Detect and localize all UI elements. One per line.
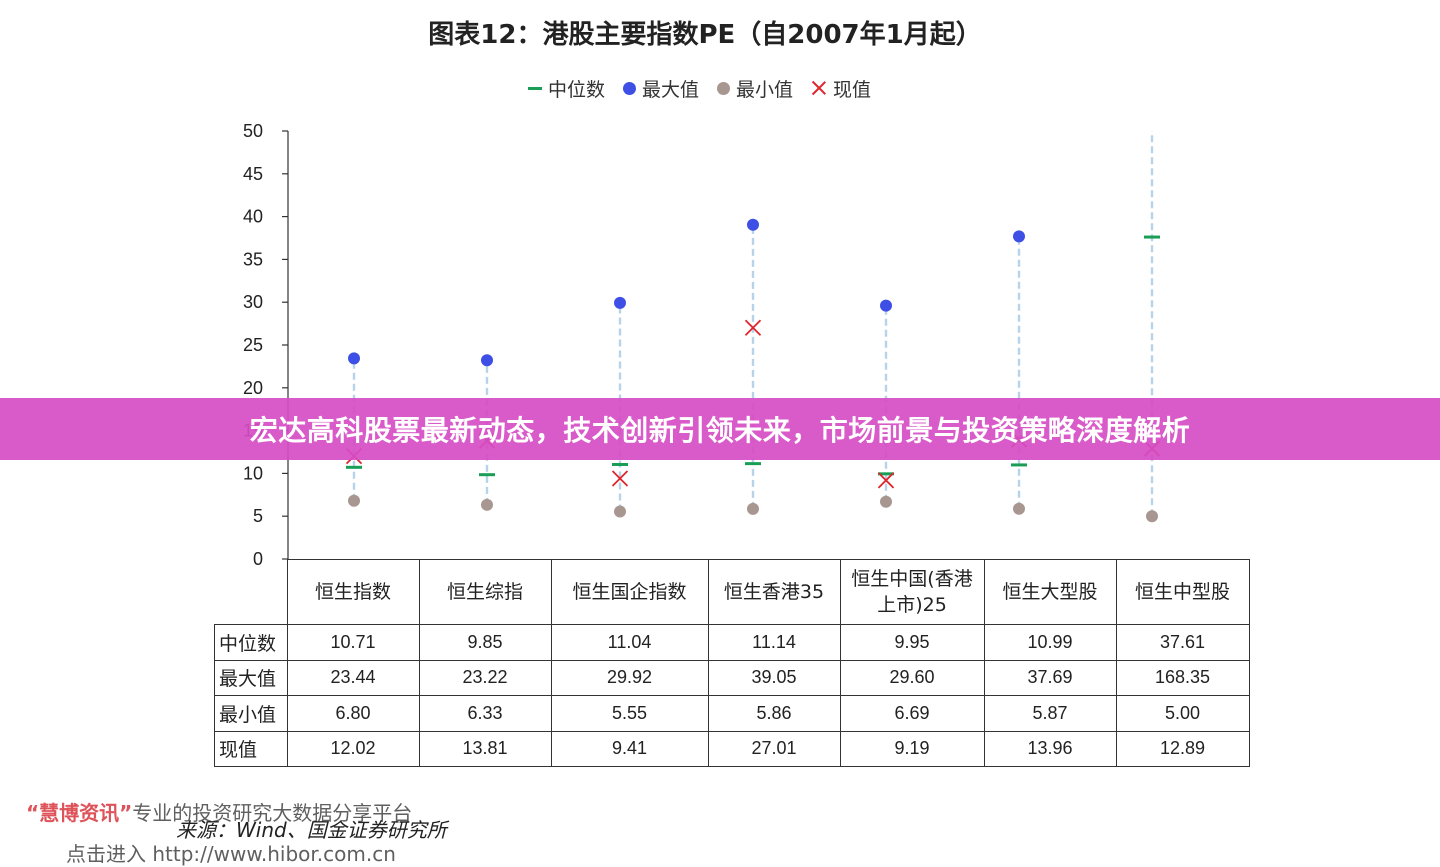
table-cell: 23.44 <box>286 659 420 696</box>
table-header-cell: 恒生综指 <box>418 559 552 625</box>
table-cell: 10.99 <box>983 624 1117 661</box>
table-row: 最小值 6.80 6.33 5.55 5.86 6.69 5.87 5.00 <box>214 695 1250 732</box>
headline-banner[interactable]: 宏达高科股票最新动态，技术创新引领未来，市场前景与投资策略深度解析 <box>0 398 1440 460</box>
table-row-label: 现值 <box>214 730 288 767</box>
legend-label-current: 现值 <box>833 78 872 101</box>
table-row-label: 最大值 <box>214 659 288 696</box>
table-corner <box>214 559 288 625</box>
chart-title: 图表12：港股主要指数PE（自2007年1月起） <box>428 20 982 50</box>
table-cell: 5.55 <box>550 695 709 732</box>
table-cell: 168.35 <box>1115 659 1250 696</box>
table-cell: 9.19 <box>839 730 985 767</box>
max-point <box>614 296 626 309</box>
table-cell: 6.69 <box>839 695 985 732</box>
table-cell: 37.61 <box>1115 624 1250 661</box>
min-point <box>614 505 626 518</box>
blue-dot-icon <box>623 81 637 95</box>
y-tick-label: 25 <box>243 335 263 355</box>
table-header-cell: 恒生香港35 <box>707 559 841 625</box>
table-cell: 13.96 <box>983 730 1117 767</box>
y-tick-label: 35 <box>243 249 263 269</box>
legend-item-current: 现值 <box>811 75 871 102</box>
min-point <box>880 495 892 508</box>
max-point <box>880 299 892 312</box>
table-header-cell: 恒生中型股 <box>1115 559 1250 625</box>
watermark-tagline: 专业的投资研究大数据分享平台 <box>132 801 413 825</box>
table-row-label: 最小值 <box>214 695 288 732</box>
current-mark <box>877 472 895 489</box>
min-point <box>1146 510 1158 523</box>
table-cell: 12.02 <box>286 730 420 767</box>
y-tick-label: 30 <box>243 292 263 312</box>
table-cell: 12.89 <box>1115 730 1250 767</box>
legend-label-min: 最小值 <box>736 78 794 101</box>
table-cell: 10.71 <box>286 624 420 661</box>
current-mark <box>611 470 629 487</box>
table-cell: 9.41 <box>550 730 709 767</box>
max-point <box>481 354 493 367</box>
legend-item-median: 中位数 <box>528 75 605 102</box>
watermark-link[interactable]: 点击进入 http://www.hibor.com.cn <box>66 842 396 866</box>
max-point <box>348 352 360 365</box>
table-cell: 29.60 <box>839 659 985 696</box>
table-cell: 5.87 <box>983 695 1117 732</box>
table-cell: 9.85 <box>418 624 552 661</box>
table-header-row: 恒生指数 恒生综指 恒生国企指数 恒生香港35 恒生中国(香港上市)25 恒生大… <box>214 559 1250 625</box>
y-tick-label: 50 <box>243 121 263 141</box>
table-cell: 23.22 <box>418 659 552 696</box>
table-cell: 11.04 <box>550 624 709 661</box>
table-cell: 5.00 <box>1115 695 1250 732</box>
table-row-label: 中位数 <box>214 624 288 661</box>
min-point <box>1013 502 1025 515</box>
table-row: 中位数 10.71 9.85 11.04 11.14 9.95 10.99 37… <box>214 624 1250 661</box>
watermark-brand: “慧博资讯” <box>26 801 133 825</box>
table-cell: 13.81 <box>418 730 552 767</box>
max-point <box>1013 230 1025 243</box>
green-dash-icon <box>528 86 542 90</box>
table-cell: 11.14 <box>707 624 841 661</box>
legend-item-min: 最小值 <box>717 75 793 102</box>
y-tick-label: 20 <box>243 378 263 398</box>
headline-text: 宏达高科股票最新动态，技术创新引领未来，市场前景与投资策略深度解析 <box>249 414 1191 447</box>
table-cell: 5.86 <box>707 695 841 732</box>
chart-legend: 中位数 最大值 最小值 现值 <box>528 75 889 102</box>
table-cell: 6.80 <box>286 695 420 732</box>
table-header-cell: 恒生大型股 <box>983 559 1117 625</box>
table-row: 最大值 23.44 23.22 29.92 39.05 29.60 37.69 … <box>214 659 1250 696</box>
y-tick-label: 0 <box>253 549 263 569</box>
table-cell: 6.33 <box>418 695 552 732</box>
max-point <box>747 218 759 231</box>
min-point <box>348 494 360 507</box>
legend-label-median: 中位数 <box>548 78 606 101</box>
table-cell: 37.69 <box>983 659 1117 696</box>
table-cell: 9.95 <box>839 624 985 661</box>
current-mark <box>744 319 762 336</box>
table-row: 现值 12.02 13.81 9.41 27.01 9.19 13.96 12.… <box>214 730 1250 767</box>
watermark-line-1: “慧博资讯”专业的投资研究大数据分享平台 <box>26 797 412 826</box>
table-cell: 29.92 <box>550 659 709 696</box>
y-tick-label: 5 <box>253 506 263 526</box>
min-point <box>481 498 493 511</box>
table-header-cell: 恒生国企指数 <box>550 559 709 625</box>
table-cell: 27.01 <box>707 730 841 767</box>
table-header-cell: 恒生中国(香港上市)25 <box>839 559 985 625</box>
y-tick-label: 45 <box>243 164 263 184</box>
legend-item-max: 最大值 <box>623 75 699 102</box>
y-tick-label: 10 <box>243 463 263 483</box>
data-table: 恒生指数 恒生综指 恒生国企指数 恒生香港35 恒生中国(香港上市)25 恒生大… <box>214 559 1250 767</box>
taupe-dot-icon <box>717 81 731 95</box>
min-point <box>747 502 759 515</box>
table-cell: 39.05 <box>707 659 841 696</box>
table-header-cell: 恒生指数 <box>286 559 420 625</box>
y-tick-label: 40 <box>243 207 263 227</box>
legend-label-max: 最大值 <box>642 78 700 101</box>
source-note: 来源：Wind、国金证券研究所 <box>176 818 447 842</box>
